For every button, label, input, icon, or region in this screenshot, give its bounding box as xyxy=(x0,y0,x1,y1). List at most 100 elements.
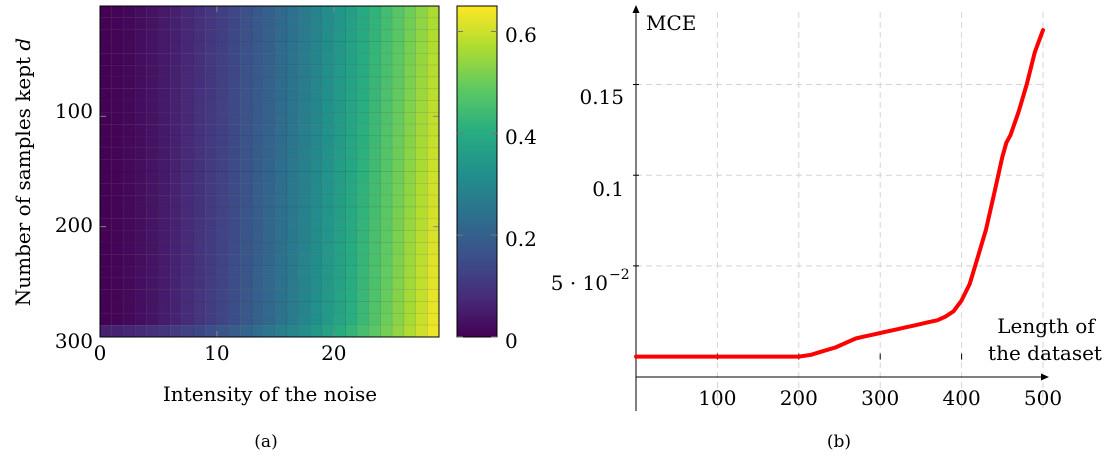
heatmap-cell xyxy=(321,253,335,267)
heatmap-cell xyxy=(263,147,276,160)
heatmap-cell xyxy=(310,159,323,172)
heatmap-cell xyxy=(380,171,393,184)
heatmap-cell xyxy=(298,135,311,149)
heatmap-cell xyxy=(123,206,136,220)
heatmap-cell xyxy=(356,41,370,54)
heatmap-cell xyxy=(380,29,393,42)
heatmap-cell xyxy=(228,171,241,184)
heatmap-cell xyxy=(193,218,206,231)
heatmap-cell xyxy=(415,324,428,338)
heatmap-cell xyxy=(415,100,428,113)
heatmap-cell xyxy=(368,324,381,338)
heatmap-cell xyxy=(275,123,288,137)
heatmap-cell xyxy=(368,206,381,220)
heatmap-cell xyxy=(146,301,159,314)
heatmap-cell xyxy=(111,206,124,220)
heatmap-cell xyxy=(169,17,183,30)
heatmap-cell xyxy=(181,242,194,255)
heatmap-cell xyxy=(239,194,253,208)
heatmap-cell xyxy=(99,159,112,172)
heatmap-ytick-label: 300 xyxy=(55,329,93,353)
heatmap-cell xyxy=(169,253,183,267)
heatmap-cell xyxy=(345,242,358,255)
heatmap-cell xyxy=(380,289,393,302)
heatmap-cell xyxy=(415,218,428,231)
heatmap-cell xyxy=(356,289,370,302)
heatmap-xtick-label: 0 xyxy=(94,341,107,365)
heatmap-cell xyxy=(368,313,381,326)
heatmap-cell xyxy=(216,194,229,208)
heatmap-cell xyxy=(158,313,171,326)
heatmap-cell xyxy=(251,29,264,42)
heatmap-cell xyxy=(123,123,136,137)
heatmap-cell xyxy=(263,206,276,220)
heatmap-cell xyxy=(345,253,358,267)
heatmap-cell xyxy=(298,289,311,302)
heatmap-cell xyxy=(146,52,159,66)
heatmap-cell xyxy=(380,265,393,279)
heatmap-cell xyxy=(158,183,171,196)
heatmap-cell xyxy=(321,289,335,302)
heatmap-y-axis-label: Number of samples kept d xyxy=(11,38,35,306)
heatmap-cell xyxy=(169,112,183,125)
heatmap-cell xyxy=(239,183,253,196)
heatmap-cell xyxy=(333,88,346,101)
heatmap-cell xyxy=(286,17,300,30)
heatmap-cell xyxy=(298,100,311,113)
heatmap-cell xyxy=(345,29,358,42)
heatmap-cell xyxy=(403,253,416,267)
heatmap-cell xyxy=(380,88,393,101)
heatmap-cell xyxy=(181,52,194,66)
heatmap-cell xyxy=(181,100,194,113)
heatmap-cell xyxy=(415,301,428,314)
heatmap-cell xyxy=(239,265,253,279)
heatmap-cell xyxy=(263,17,276,30)
heatmap-cell xyxy=(403,64,416,78)
heatmap-cell xyxy=(321,230,335,243)
heatmap-cell xyxy=(403,218,416,231)
heatmap-cell xyxy=(239,64,253,78)
heatmap-cell xyxy=(134,194,148,208)
heatmap-cell xyxy=(298,253,311,267)
heatmap-cell xyxy=(239,135,253,149)
heatmap-cell xyxy=(228,324,241,338)
heatmap-cell xyxy=(403,265,416,279)
heatmap-cell xyxy=(146,194,159,208)
heatmap-cell xyxy=(228,230,241,243)
heatmap-cell xyxy=(134,324,148,338)
heatmap-cell xyxy=(427,230,440,243)
heatmap-cell xyxy=(333,183,346,196)
heatmap-cell xyxy=(239,313,253,326)
heatmap-cell xyxy=(146,29,159,42)
heatmap-cell xyxy=(286,324,300,338)
heatmap-cell xyxy=(111,313,124,326)
heatmap-cell xyxy=(228,112,241,125)
heatmap-cell xyxy=(169,265,183,279)
heatmap-cell xyxy=(158,194,171,208)
heatmap-cell xyxy=(123,17,136,30)
heatmap-cell xyxy=(427,183,440,196)
heatmap-cell xyxy=(263,171,276,184)
heatmap-cell xyxy=(204,159,218,172)
heatmap-cell xyxy=(146,112,159,125)
heatmap-cell xyxy=(345,41,358,54)
heatmap-cell xyxy=(134,289,148,302)
heatmap-cell xyxy=(391,41,405,54)
heatmap-cell xyxy=(403,76,416,90)
heatmap-cell xyxy=(275,230,288,243)
heatmap-cell xyxy=(368,88,381,101)
heatmap-cell xyxy=(239,100,253,113)
heatmap-cell xyxy=(134,230,148,243)
heatmap-cell xyxy=(181,159,194,172)
heatmap-panel: 0 10 20 100 200 300 Intensity of the noi… xyxy=(11,5,440,452)
heatmap-cell xyxy=(415,313,428,326)
heatmap-cell xyxy=(216,52,229,66)
heatmap-cell xyxy=(181,17,194,30)
heatmap-cell xyxy=(239,324,253,338)
heatmap-cell xyxy=(228,194,241,208)
heatmap-cell xyxy=(321,324,335,338)
line-xtick-label: 300 xyxy=(861,386,899,410)
heatmap-cell xyxy=(158,17,171,30)
heatmap-cell xyxy=(134,29,148,42)
heatmap-cell xyxy=(275,159,288,172)
